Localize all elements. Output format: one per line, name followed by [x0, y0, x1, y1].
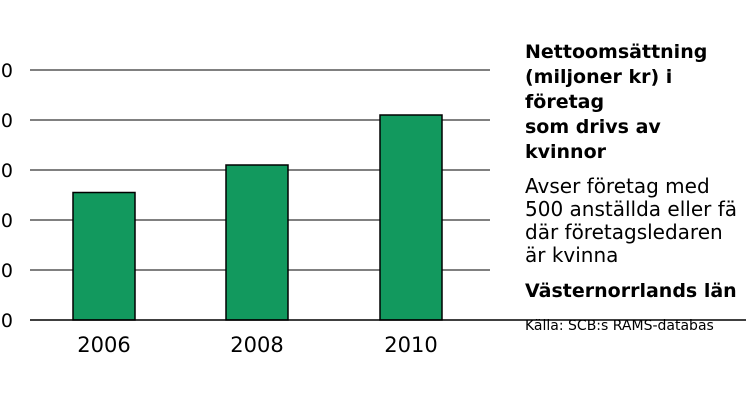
- y-tick-label: 000: [0, 210, 13, 232]
- chart-title: Nettoomsättning (miljoner kr) i företag …: [525, 41, 708, 163]
- bar-2010: [379, 114, 443, 321]
- bar-2008: [225, 164, 289, 321]
- bars: [72, 114, 443, 321]
- region-label: Västernorrlands län: [525, 280, 737, 302]
- x-tick-label-2006: 2006: [77, 333, 130, 357]
- y-tick-label: 0: [1, 310, 13, 332]
- y-tick-label: 000: [0, 110, 13, 132]
- y-tick-labels: 0000000000000000: [0, 60, 13, 332]
- y-tick-label: 000: [0, 260, 13, 282]
- chart-legend-panel: Nettoomsättning (miljoner kr) i företag …: [525, 40, 746, 335]
- chart-description: Avser företag med 500 anställda eller fä…: [525, 174, 738, 267]
- x-tick-labels: 2006 2008 2010: [77, 333, 437, 357]
- y-tick-label: 000: [0, 60, 13, 82]
- x-tick-label-2008: 2008: [230, 333, 283, 357]
- bar-2006: [72, 191, 136, 321]
- source-note: Källa: SCB:s RAMS-databas: [525, 318, 714, 334]
- y-tick-label: 000: [0, 160, 13, 182]
- x-tick-label-2010: 2010: [384, 333, 437, 357]
